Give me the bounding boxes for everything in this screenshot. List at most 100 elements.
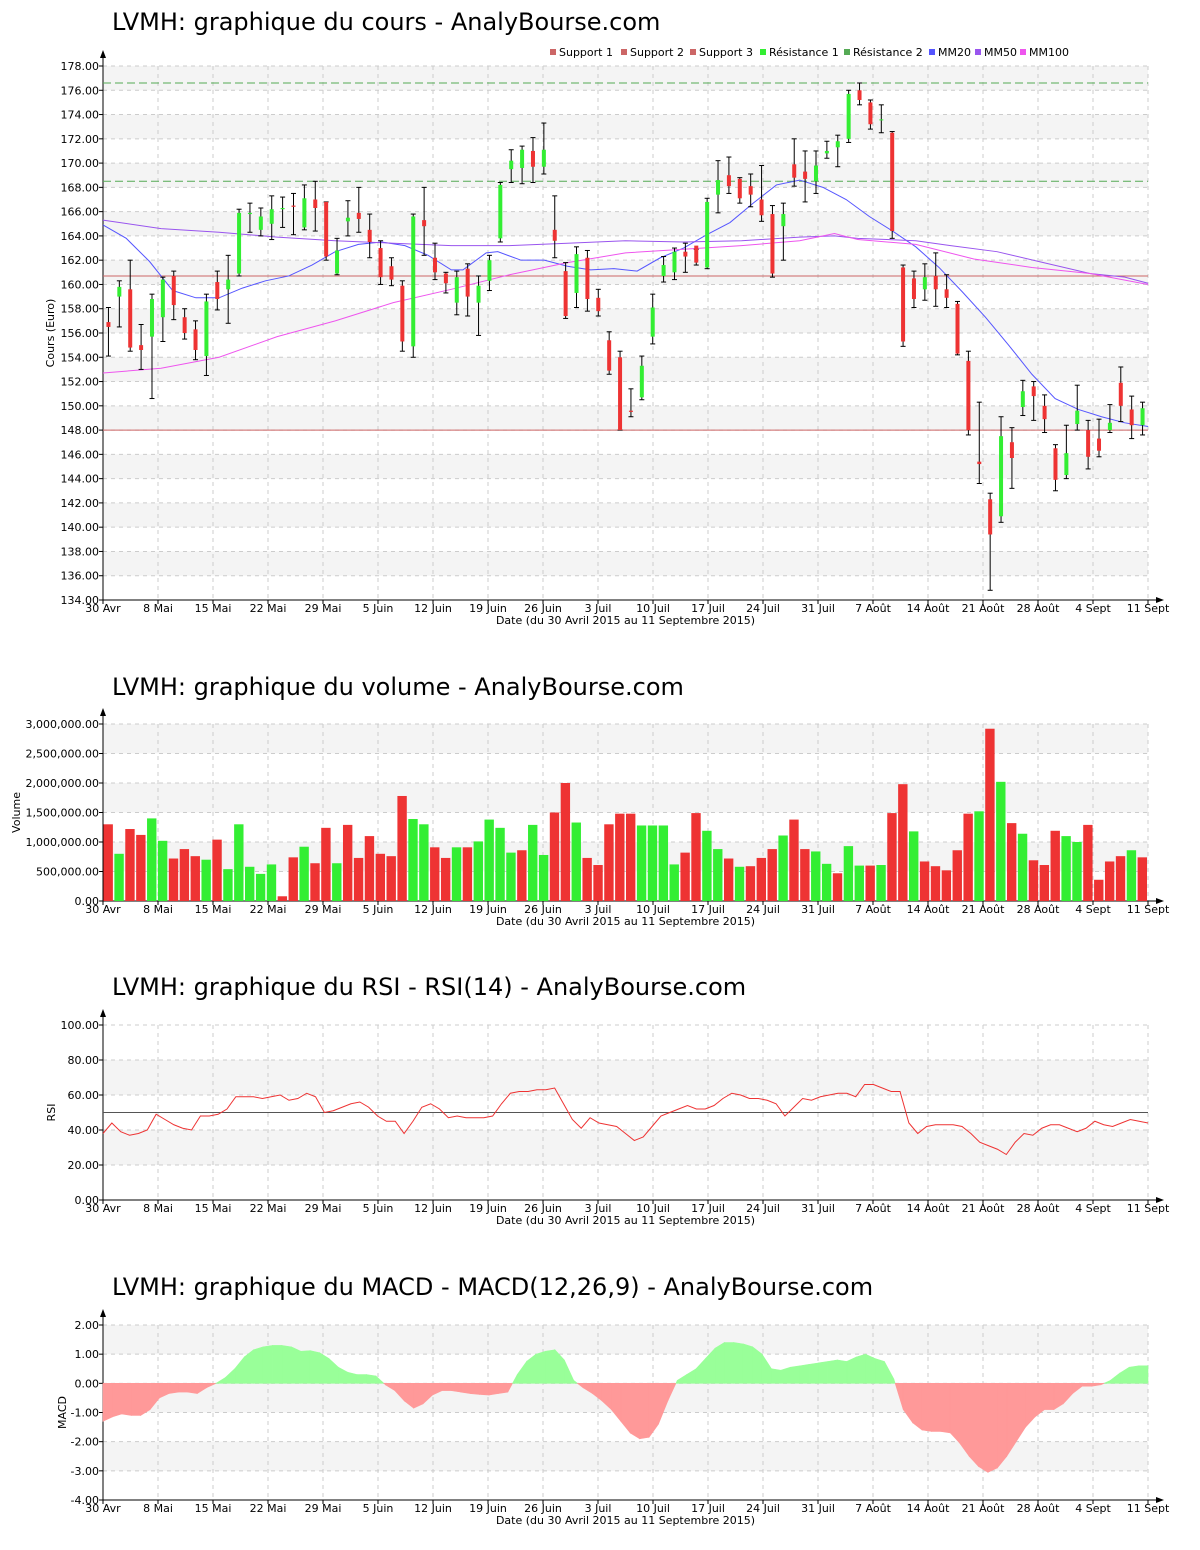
macd-positive-area — [234, 1356, 245, 1384]
candle-body — [509, 160, 514, 170]
volume-bar — [898, 784, 908, 901]
candle — [704, 197, 710, 270]
candle — [465, 263, 471, 317]
candle-body — [628, 410, 633, 412]
macd-positive-area — [1128, 1365, 1139, 1384]
candle — [280, 196, 286, 228]
grid-band — [103, 163, 1148, 188]
candle — [171, 270, 177, 321]
x-tick-label: 8 Mai — [143, 1202, 173, 1215]
candle — [617, 350, 623, 431]
macd-positive-area — [855, 1353, 866, 1384]
y-tick-label: 0.00 — [75, 1377, 100, 1390]
candle — [443, 271, 449, 294]
candle — [584, 249, 590, 312]
macd-positive-area — [676, 1374, 687, 1384]
grid-band — [103, 66, 1148, 91]
candle — [878, 104, 884, 134]
macd-positive-area — [375, 1375, 385, 1384]
volume-bar — [604, 824, 614, 901]
volume-bar — [147, 818, 157, 901]
y-tick-label: 154.00 — [61, 351, 100, 364]
macd-negative-area — [1015, 1383, 1026, 1443]
candle-body — [1107, 422, 1112, 431]
x-tick-label: 17 Juil — [691, 1202, 725, 1215]
volume-bar — [353, 857, 364, 901]
x-tick-label: 21 Août — [962, 1502, 1006, 1515]
legend-swatch — [975, 49, 981, 55]
candle — [998, 416, 1004, 523]
candle — [127, 259, 133, 352]
macd-negative-area — [620, 1383, 631, 1434]
candle — [105, 307, 111, 357]
candle-body — [335, 250, 340, 274]
candle-body — [182, 317, 187, 333]
candle — [214, 270, 220, 311]
candle — [802, 150, 808, 203]
volume-chart-panel: LVMH: graphique du volume - AnalyBourse.… — [0, 665, 1200, 935]
candle — [476, 275, 482, 336]
volume-bar — [571, 822, 581, 901]
macd-positive-area — [290, 1346, 302, 1384]
candle — [388, 257, 394, 287]
volume-bar — [756, 857, 767, 901]
moving-average-mm100 — [102, 232, 1149, 374]
volume-bar — [1126, 850, 1137, 901]
candle-body — [857, 90, 862, 100]
macd-positive-area — [846, 1356, 857, 1384]
legend-label: Support 2 — [630, 46, 684, 59]
candle-body — [781, 214, 786, 227]
candle — [595, 288, 601, 317]
y-tick-label: 146.00 — [61, 448, 100, 461]
y-tick-label: 138.00 — [61, 545, 100, 558]
candle — [922, 263, 928, 301]
volume-bar — [201, 859, 211, 901]
x-tick-label: 10 Juil — [636, 903, 670, 916]
macd-positive-area — [893, 1378, 896, 1384]
x-tick-label: 31 Juil — [801, 903, 835, 916]
macd-positive-area — [214, 1376, 226, 1384]
moving-average-mm20 — [102, 179, 1149, 427]
volume-bar — [506, 852, 516, 901]
macd-positive-area — [328, 1357, 339, 1384]
x-axis-label: Date (du 30 Avril 2015 au 11 Septembre 2… — [496, 614, 755, 627]
candle — [116, 280, 122, 328]
candle-body — [1129, 409, 1134, 426]
y-axis-arrow — [100, 1009, 106, 1017]
volume-bar — [1039, 865, 1050, 901]
candle-body — [726, 175, 731, 187]
volume-bar — [919, 861, 930, 901]
volume-bar — [375, 853, 386, 901]
volume-bar — [963, 813, 973, 901]
x-tick-label: 10 Juil — [636, 602, 670, 615]
x-tick-label: 10 Juil — [636, 1502, 670, 1515]
moving-average-mm50 — [102, 219, 1149, 284]
x-tick-label: 7 Août — [855, 602, 892, 615]
x-tick-label: 24 Juil — [746, 903, 780, 916]
x-tick-label: 24 Juil — [746, 1502, 780, 1515]
candle-body — [694, 245, 699, 263]
x-tick-label: 31 Juil — [801, 1502, 835, 1515]
volume-chart-title: LVMH: graphique du volume - AnalyBourse.… — [112, 673, 684, 701]
x-tick-label: 22 Mai — [250, 1202, 287, 1215]
grid-band — [103, 260, 1148, 285]
candle — [552, 195, 558, 259]
x-tick-label: 7 Août — [855, 1502, 892, 1515]
volume-bar — [364, 836, 375, 901]
x-tick-label: 21 Août — [962, 1202, 1006, 1215]
candle — [867, 99, 873, 130]
volume-bar — [103, 824, 113, 901]
y-tick-label: -1.00 — [71, 1407, 99, 1420]
x-tick-label: 5 Juin — [363, 1502, 394, 1515]
candle-body — [770, 214, 775, 274]
macd-negative-area — [931, 1383, 942, 1432]
macd-positive-area — [347, 1371, 358, 1384]
volume-bar — [223, 869, 233, 901]
macd-positive-area — [780, 1366, 791, 1384]
x-axis-arrow — [1156, 1497, 1164, 1503]
legend-swatch — [844, 49, 850, 55]
macd-positive-area — [818, 1361, 829, 1384]
candle — [497, 182, 503, 243]
candle-body — [1140, 408, 1145, 426]
macd-negative-area — [667, 1383, 677, 1401]
